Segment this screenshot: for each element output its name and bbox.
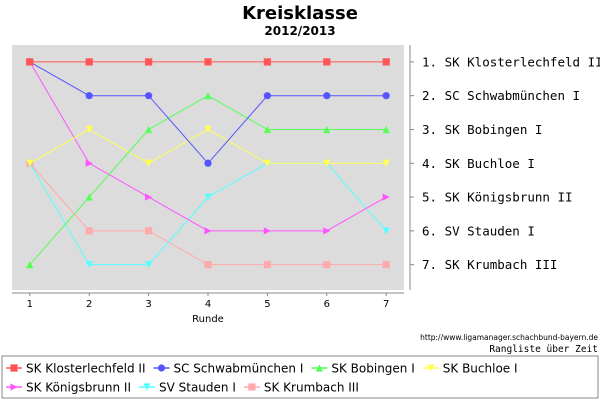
data-point xyxy=(204,227,212,235)
data-point xyxy=(263,58,271,66)
legend-marker xyxy=(10,364,18,372)
legend-box xyxy=(1,355,599,399)
data-point xyxy=(263,261,271,269)
rank-label: 2. SC Schwabmünchen I xyxy=(422,88,580,103)
data-point xyxy=(26,261,34,269)
data-point xyxy=(145,227,153,235)
data-point xyxy=(204,125,212,134)
data-point xyxy=(263,227,271,235)
series-4 xyxy=(26,125,390,167)
legend-marker xyxy=(157,364,166,372)
legend-item: SK Klosterlechfeld II xyxy=(6,362,146,376)
rank-label: 7. SK Krumbach III xyxy=(422,257,557,272)
x-axis: 1 2 3 4 5 6 7 xyxy=(12,292,404,310)
legend-marker xyxy=(315,364,323,372)
x-tick-label: 3 xyxy=(145,299,151,310)
data-point xyxy=(204,261,212,269)
data-point xyxy=(85,159,93,167)
data-point xyxy=(263,159,271,167)
data-point xyxy=(204,92,212,100)
data-point xyxy=(26,58,34,66)
data-point xyxy=(263,92,271,100)
data-point xyxy=(145,261,153,269)
data-point xyxy=(382,125,390,134)
legend-label: SC Schwabmünchen I xyxy=(174,362,304,376)
legend-label: SK Krumbach III xyxy=(264,381,359,395)
data-point xyxy=(145,159,153,167)
x-tick-label: 1 xyxy=(27,299,33,310)
rank-label: 6. SV Stauden I xyxy=(422,223,535,238)
legend-marker xyxy=(248,383,256,391)
data-point xyxy=(204,58,212,66)
x-tick-label: 7 xyxy=(383,299,389,310)
series-2 xyxy=(26,58,390,167)
data-point xyxy=(323,125,331,134)
legend-marker xyxy=(143,383,151,391)
data-point xyxy=(382,159,390,167)
legend-marker xyxy=(427,364,435,372)
x-tick-label: 6 xyxy=(324,299,330,310)
legend-label: SK Königsbrunn II xyxy=(26,381,131,395)
data-point xyxy=(85,193,93,201)
legend-item: SK Königsbrunn II xyxy=(6,381,131,395)
legend-label: SK Klosterlechfeld II xyxy=(26,362,146,376)
data-point xyxy=(323,159,331,167)
series-layer xyxy=(26,58,390,269)
data-point xyxy=(145,58,153,66)
rank-label: 1. SK Klosterlechfeld II xyxy=(422,54,600,69)
data-point xyxy=(145,125,153,134)
data-point xyxy=(382,92,390,100)
legend-label: SK Bobingen I xyxy=(331,362,414,376)
x-axis-label: Runde xyxy=(192,314,224,325)
legend-item: SK Krumbach III xyxy=(243,381,359,395)
rank-label: 5. SK Königsbrunn II xyxy=(422,190,573,205)
chart-caption: Rangliste über Zeit xyxy=(489,344,598,355)
data-point xyxy=(263,125,271,134)
data-point xyxy=(85,227,93,235)
data-point xyxy=(85,92,93,100)
legend-item: SV Stauden I xyxy=(138,381,236,395)
data-point xyxy=(85,125,93,134)
data-point xyxy=(85,58,93,66)
series-7 xyxy=(26,159,390,269)
chart-title: Kreisklasse xyxy=(242,3,358,24)
rank-label: 4. SK Buchloe I xyxy=(422,156,535,171)
source-url: http://www.ligamanager.schachbund-bayern… xyxy=(420,333,598,342)
data-point xyxy=(145,92,153,100)
x-tick-label: 5 xyxy=(264,299,270,310)
data-point xyxy=(26,159,34,167)
legend-marker xyxy=(10,383,18,391)
series-3 xyxy=(26,92,390,269)
legend-item: SK Buchloe I xyxy=(422,362,518,376)
data-point xyxy=(323,58,331,66)
data-point xyxy=(204,193,212,201)
data-point xyxy=(85,261,93,269)
rank-label: 3. SK Bobingen I xyxy=(422,122,542,137)
x-tick-label: 4 xyxy=(205,299,211,310)
legend-item: SC Schwabmünchen I xyxy=(153,362,304,376)
series-1 xyxy=(26,58,390,66)
data-point xyxy=(382,261,390,269)
rank-axis: 1. SK Klosterlechfeld II 2. SC Schwabmünc… xyxy=(409,45,600,290)
data-point xyxy=(204,159,212,167)
data-point xyxy=(145,193,153,201)
data-point xyxy=(323,261,331,269)
chart-subtitle: 2012/2013 xyxy=(264,24,335,38)
data-point xyxy=(323,227,331,235)
legend: SK Klosterlechfeld II SC Schwabmünchen I S… xyxy=(6,362,518,395)
legend-label: SK Buchloe I xyxy=(443,362,518,376)
legend-label: SV Stauden I xyxy=(159,381,236,395)
data-point xyxy=(382,193,390,201)
data-point xyxy=(382,227,390,235)
legend-item: SK Bobingen I xyxy=(311,362,415,376)
data-point xyxy=(382,58,390,66)
plot-area xyxy=(12,45,404,290)
data-point xyxy=(323,92,331,100)
x-tick-label: 2 xyxy=(86,299,92,310)
